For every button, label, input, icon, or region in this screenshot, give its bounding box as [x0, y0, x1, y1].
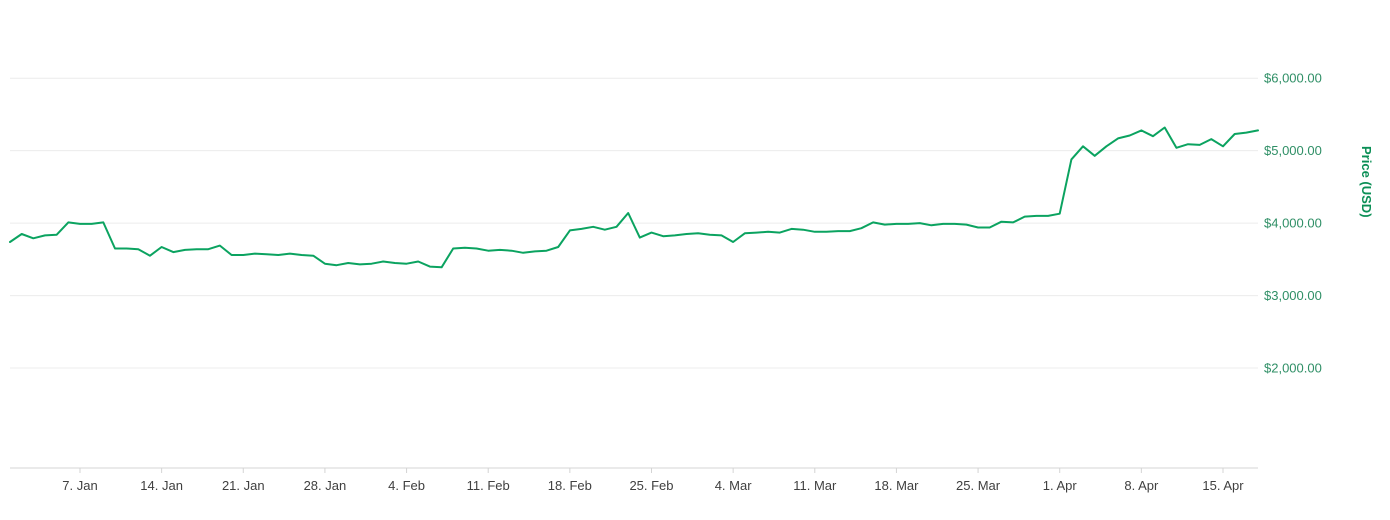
- y-axis-title: Price (USD): [1359, 146, 1374, 218]
- x-tick-label: 7. Jan: [62, 478, 97, 493]
- x-tick-label: 25. Feb: [629, 478, 673, 493]
- x-tick-label: 11. Feb: [467, 478, 510, 493]
- gridlines: [10, 77, 1258, 469]
- x-tick-label: 28. Jan: [304, 478, 347, 493]
- y-tick-label: $6,000.00: [1264, 71, 1322, 86]
- y-tick-label: $5,000.00: [1264, 143, 1322, 158]
- x-tick-label: 25. Mar: [956, 478, 1001, 493]
- x-tick-label: 14. Jan: [140, 478, 183, 493]
- y-tick-label: $2,000.00: [1264, 361, 1322, 376]
- x-tick-label: 4. Mar: [715, 478, 753, 493]
- y-tick-label: $4,000.00: [1264, 216, 1322, 231]
- x-tick-label: 18. Mar: [874, 478, 919, 493]
- x-tick-label: 15. Apr: [1202, 478, 1244, 493]
- y-tick-label: $3,000.00: [1264, 288, 1322, 303]
- x-tick-label: 21. Jan: [222, 478, 265, 493]
- x-tick-label: 4. Feb: [388, 478, 425, 493]
- x-axis-labels: 7. Jan 14. Jan 21. Jan 28. Jan 4. Feb 11. Feb…: [62, 478, 1244, 493]
- x-tick-label: 18. Feb: [548, 478, 592, 493]
- price-line-series[interactable]: [9, 126, 1259, 269]
- y-axis-labels: $2,000.00 $3,000.00 $4,000.00 $5,000.00 $6,0…: [1264, 71, 1322, 376]
- x-tick-label: 11. Mar: [793, 478, 837, 493]
- x-axis-ticks: [79, 468, 1224, 473]
- x-tick-label: 1. Apr: [1043, 478, 1078, 493]
- x-tick-label: 8. Apr: [1124, 478, 1159, 493]
